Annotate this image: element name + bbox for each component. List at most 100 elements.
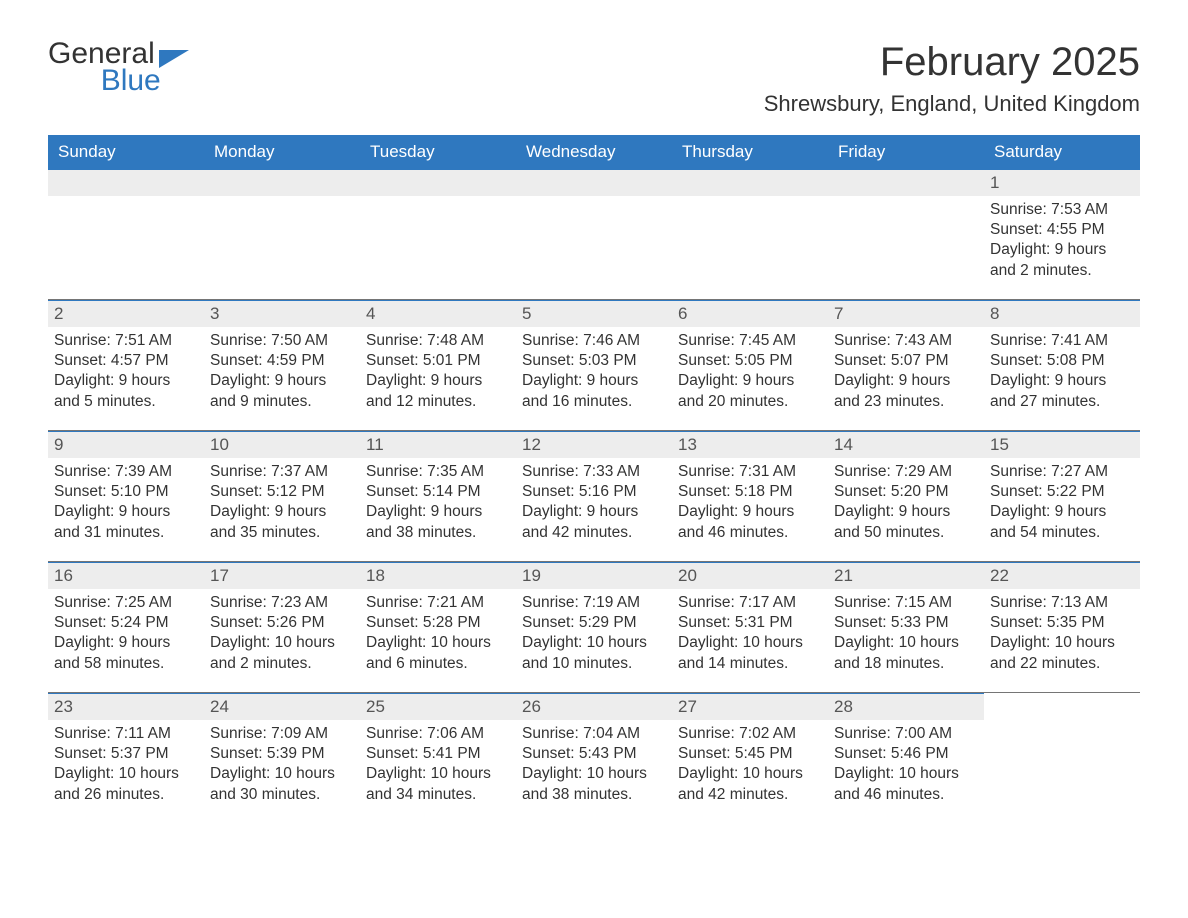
day-number: 1 [984,169,1140,196]
logo: General Blue [48,40,189,94]
sunset-text: Sunset: 5:33 PM [834,613,978,633]
calendar-cell: 15Sunrise: 7:27 AMSunset: 5:22 PMDayligh… [984,431,1140,561]
calendar-cell: 19Sunrise: 7:19 AMSunset: 5:29 PMDayligh… [516,562,672,692]
sunset-text: Sunset: 5:41 PM [366,744,510,764]
day-number: 13 [672,431,828,458]
calendar-cell: 26Sunrise: 7:04 AMSunset: 5:43 PMDayligh… [516,693,672,823]
sunset-text: Sunset: 5:35 PM [990,613,1134,633]
day-number [204,169,360,196]
sunrise-text: Sunrise: 7:06 AM [366,724,510,744]
logo-line2: Blue [101,67,161,94]
day-number [48,169,204,196]
daylight-text: Daylight: 9 hours and 38 minutes. [366,502,510,542]
sunset-text: Sunset: 5:08 PM [990,351,1134,371]
sunset-text: Sunset: 5:31 PM [678,613,822,633]
day-number: 26 [516,693,672,720]
day-number: 6 [672,300,828,327]
sunrise-text: Sunrise: 7:13 AM [990,593,1134,613]
calendar-cell: 13Sunrise: 7:31 AMSunset: 5:18 PMDayligh… [672,431,828,561]
sunset-text: Sunset: 5:37 PM [54,744,198,764]
calendar-cell: 11Sunrise: 7:35 AMSunset: 5:14 PMDayligh… [360,431,516,561]
sunset-text: Sunset: 5:20 PM [834,482,978,502]
calendar-cell: 20Sunrise: 7:17 AMSunset: 5:31 PMDayligh… [672,562,828,692]
calendar-cell: 10Sunrise: 7:37 AMSunset: 5:12 PMDayligh… [204,431,360,561]
sunrise-text: Sunrise: 7:37 AM [210,462,354,482]
day-number: 18 [360,562,516,589]
calendar-cell: 16Sunrise: 7:25 AMSunset: 5:24 PMDayligh… [48,562,204,692]
daylight-text: Daylight: 10 hours and 2 minutes. [210,633,354,673]
day-number: 14 [828,431,984,458]
sunrise-text: Sunrise: 7:21 AM [366,593,510,613]
sunrise-text: Sunrise: 7:04 AM [522,724,666,744]
calendar-cell: 2Sunrise: 7:51 AMSunset: 4:57 PMDaylight… [48,300,204,430]
calendar-cell: 25Sunrise: 7:06 AMSunset: 5:41 PMDayligh… [360,693,516,823]
daylight-text: Daylight: 9 hours and 58 minutes. [54,633,198,673]
calendar-cell: 14Sunrise: 7:29 AMSunset: 5:20 PMDayligh… [828,431,984,561]
daylight-text: Daylight: 9 hours and 16 minutes. [522,371,666,411]
sunrise-text: Sunrise: 7:17 AM [678,593,822,613]
day-number: 23 [48,693,204,720]
sunset-text: Sunset: 5:05 PM [678,351,822,371]
day-number: 5 [516,300,672,327]
calendar-grid: SundayMondayTuesdayWednesdayThursdayFrid… [48,135,1140,823]
day-number: 11 [360,431,516,458]
sunrise-text: Sunrise: 7:53 AM [990,200,1134,220]
daylight-text: Daylight: 10 hours and 42 minutes. [678,764,822,804]
sunrise-text: Sunrise: 7:00 AM [834,724,978,744]
sunrise-text: Sunrise: 7:19 AM [522,593,666,613]
logo-line1: General [48,40,155,67]
day-number: 21 [828,562,984,589]
sunset-text: Sunset: 5:16 PM [522,482,666,502]
title-block: February 2025 Shrewsbury, England, Unite… [764,40,1140,117]
day-of-week-header: Tuesday [360,135,516,169]
calendar-cell: 23Sunrise: 7:11 AMSunset: 5:37 PMDayligh… [48,693,204,823]
daylight-text: Daylight: 10 hours and 30 minutes. [210,764,354,804]
daylight-text: Daylight: 9 hours and 5 minutes. [54,371,198,411]
sunset-text: Sunset: 5:07 PM [834,351,978,371]
daylight-text: Daylight: 10 hours and 10 minutes. [522,633,666,673]
calendar-cell: 1 Sunrise: 7:53 AMSunset: 4:55 PMDaylight… [984,169,1140,299]
sunrise-text: Sunrise: 7:29 AM [834,462,978,482]
calendar-cell [828,169,984,299]
daylight-text: Daylight: 10 hours and 38 minutes. [522,764,666,804]
calendar-cell: 9Sunrise: 7:39 AMSunset: 5:10 PMDaylight… [48,431,204,561]
day-number: 7 [828,300,984,327]
calendar-cell [360,169,516,299]
sunset-text: Sunset: 5:18 PM [678,482,822,502]
sunrise-text: Sunrise: 7:11 AM [54,724,198,744]
sunset-text: Sunset: 5:01 PM [366,351,510,371]
sunset-text: Sunset: 5:46 PM [834,744,978,764]
day-number: 24 [204,693,360,720]
daylight-text: Daylight: 9 hours and 9 minutes. [210,371,354,411]
calendar-cell: 22Sunrise: 7:13 AMSunset: 5:35 PMDayligh… [984,562,1140,692]
day-number: 19 [516,562,672,589]
sunset-text: Sunset: 5:22 PM [990,482,1134,502]
sunset-text: Sunset: 4:55 PM [990,220,1134,240]
day-number: 2 [48,300,204,327]
daylight-text: Daylight: 10 hours and 14 minutes. [678,633,822,673]
day-of-week-header: Friday [828,135,984,169]
daylight-text: Daylight: 9 hours and 31 minutes. [54,502,198,542]
logo-triangle-icon [159,50,189,68]
daylight-text: Daylight: 9 hours and 12 minutes. [366,371,510,411]
calendar-cell [984,693,1140,823]
calendar-cell: 4 Sunrise: 7:48 AMSunset: 5:01 PMDaylight… [360,300,516,430]
sunrise-text: Sunrise: 7:39 AM [54,462,198,482]
calendar-cell: 27Sunrise: 7:02 AMSunset: 5:45 PMDayligh… [672,693,828,823]
daylight-text: Daylight: 10 hours and 18 minutes. [834,633,978,673]
daylight-text: Daylight: 9 hours and 2 minutes. [990,240,1134,280]
sunset-text: Sunset: 5:28 PM [366,613,510,633]
daylight-text: Daylight: 10 hours and 34 minutes. [366,764,510,804]
day-of-week-header: Wednesday [516,135,672,169]
daylight-text: Daylight: 10 hours and 46 minutes. [834,764,978,804]
day-number: 12 [516,431,672,458]
daylight-text: Daylight: 9 hours and 54 minutes. [990,502,1134,542]
calendar-cell: 12Sunrise: 7:33 AMSunset: 5:16 PMDayligh… [516,431,672,561]
day-number: 17 [204,562,360,589]
sunset-text: Sunset: 5:45 PM [678,744,822,764]
day-number [828,169,984,196]
day-of-week-header: Thursday [672,135,828,169]
daylight-text: Daylight: 9 hours and 46 minutes. [678,502,822,542]
sunrise-text: Sunrise: 7:48 AM [366,331,510,351]
day-number: 4 [360,300,516,327]
